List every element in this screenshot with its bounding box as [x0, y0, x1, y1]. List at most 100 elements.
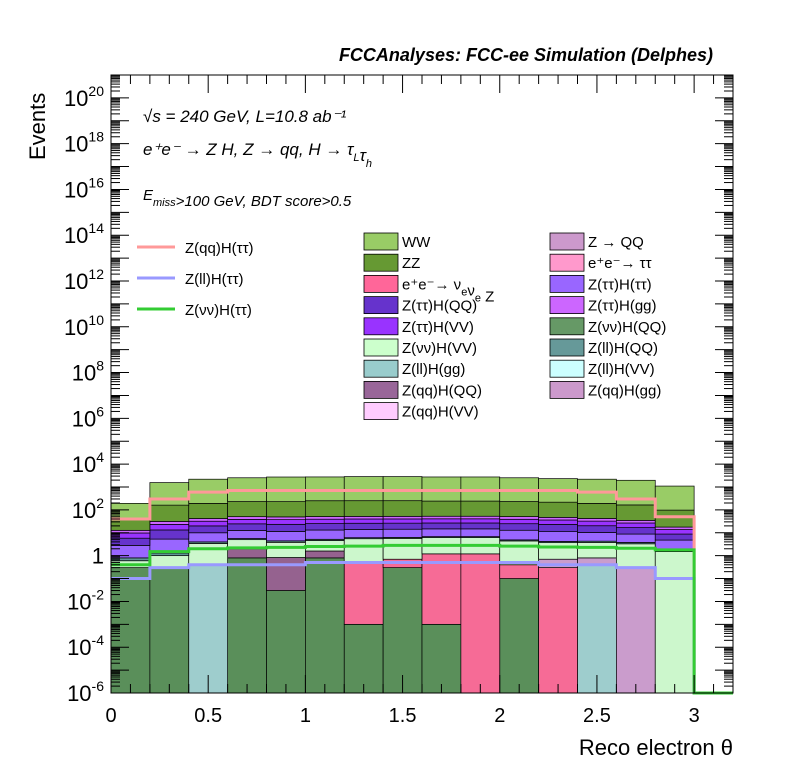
bar [499, 529, 539, 541]
x-tick-label: 0.5 [194, 705, 222, 727]
y-tick-label: 1010 [64, 312, 104, 340]
bar [577, 518, 617, 522]
bar [616, 479, 656, 506]
legend-swatch [549, 338, 585, 357]
annotation-process: e⁺e⁻ → Z H, Z → qq, H → τLτh [143, 140, 372, 170]
legend-entry: Z(qq)H(VV) [363, 402, 479, 421]
bar [188, 543, 228, 566]
bar [227, 548, 267, 559]
legend-entry-signal: Z(νν)H(ττ) [137, 302, 252, 319]
legend-label: e⁺e⁻→ νeνe Z [402, 276, 494, 305]
y-tick-label: 1018 [64, 129, 104, 157]
legend-label: Z(ττ)H(ττ) [588, 276, 652, 293]
bar [188, 564, 228, 694]
legend-swatch [549, 274, 585, 293]
bar [382, 522, 423, 530]
legend-label: Z(ll)H(ττ) [185, 271, 244, 288]
series-Z(νν)H(QQ) [110, 557, 539, 694]
legend-swatch [549, 359, 585, 378]
legend-entry: Z → QQ [549, 232, 644, 251]
legend-entry: e⁺e⁻→ ττ [549, 253, 652, 272]
y-tick-label: 1020 [64, 83, 104, 111]
legend-entry: Z(qq)H(QQ) [363, 380, 482, 399]
bar [188, 518, 228, 522]
legend-entry: e⁺e⁻→ νeνe Z [363, 274, 494, 305]
series-Z(qq)H(QQ) [149, 548, 345, 591]
bar [460, 518, 501, 524]
bar [227, 530, 267, 539]
bar [305, 500, 345, 517]
bar [654, 551, 695, 694]
bar [616, 533, 656, 543]
legend-label: Z(qq)H(VV) [402, 404, 479, 421]
bar [460, 522, 501, 530]
legend-entry: Z(ττ)H(ττ) [549, 274, 652, 293]
legend-entry: Z(ττ)H(VV) [363, 317, 474, 336]
x-tick-label: 3 [689, 705, 700, 727]
bar [382, 567, 423, 694]
series-WW [110, 476, 695, 519]
x-axis-label: Reco electron θ [579, 735, 733, 760]
series-Z(ll)H(gg) [188, 564, 617, 694]
legend-entry-signal: Z(qq)H(ττ) [137, 240, 254, 257]
bar [616, 527, 656, 535]
annotation-cuts: Emiss>100 GeV, BDT score>0.5 [143, 187, 352, 210]
bar [538, 519, 578, 525]
bar [227, 501, 267, 518]
bar [266, 516, 306, 521]
legend-entry: Z(ττ)H(gg) [549, 296, 657, 315]
legend-swatch [549, 380, 585, 399]
bar [382, 500, 423, 517]
bar [421, 623, 462, 694]
bar [227, 557, 267, 694]
legend-swatch [363, 359, 399, 378]
bar [149, 552, 190, 557]
legend-swatch [363, 274, 399, 293]
bar [305, 557, 345, 694]
bar [538, 531, 578, 542]
bar [110, 567, 151, 694]
legend-swatch [363, 296, 399, 315]
x-tick-label: 1.5 [389, 705, 417, 727]
y-tick-label: 106 [72, 403, 104, 431]
legend-label: Z(ll)H(QQ) [588, 340, 658, 357]
legend-swatch [363, 232, 399, 251]
bar [266, 523, 306, 532]
bar [654, 529, 695, 535]
bar [343, 500, 384, 517]
bar [460, 476, 501, 502]
legend-entry: Z(νν)H(VV) [363, 338, 477, 357]
bar [499, 501, 539, 517]
bar [343, 623, 384, 694]
y-tick-label: 1012 [64, 266, 104, 294]
bar [499, 523, 539, 531]
bar [421, 518, 462, 524]
legend-label: Z(qq)H(ττ) [185, 240, 254, 257]
bar [577, 520, 617, 527]
bar [266, 501, 306, 518]
y-tick-label: 1014 [64, 220, 104, 248]
bar [421, 515, 462, 520]
bar [266, 531, 306, 542]
bar [227, 516, 267, 520]
bar [499, 564, 539, 579]
bar [227, 519, 267, 525]
bar [188, 520, 228, 527]
legend-label: Z(ll)H(VV) [588, 361, 655, 378]
bar [460, 515, 501, 520]
legend-entry: ZZ [363, 253, 420, 272]
legend-swatch [549, 253, 585, 272]
bar [149, 521, 190, 525]
legend-label: ZZ [402, 255, 420, 272]
legend-entry: Z(ll)H(QQ) [549, 338, 658, 357]
legend-swatch [363, 380, 399, 399]
y-tick-label: 102 [72, 495, 104, 523]
bar [499, 518, 539, 525]
bar [305, 518, 345, 524]
y-tick-label: 104 [72, 449, 104, 477]
bar [616, 567, 656, 694]
bar [654, 526, 695, 530]
bar [538, 542, 578, 560]
bar [149, 524, 190, 531]
